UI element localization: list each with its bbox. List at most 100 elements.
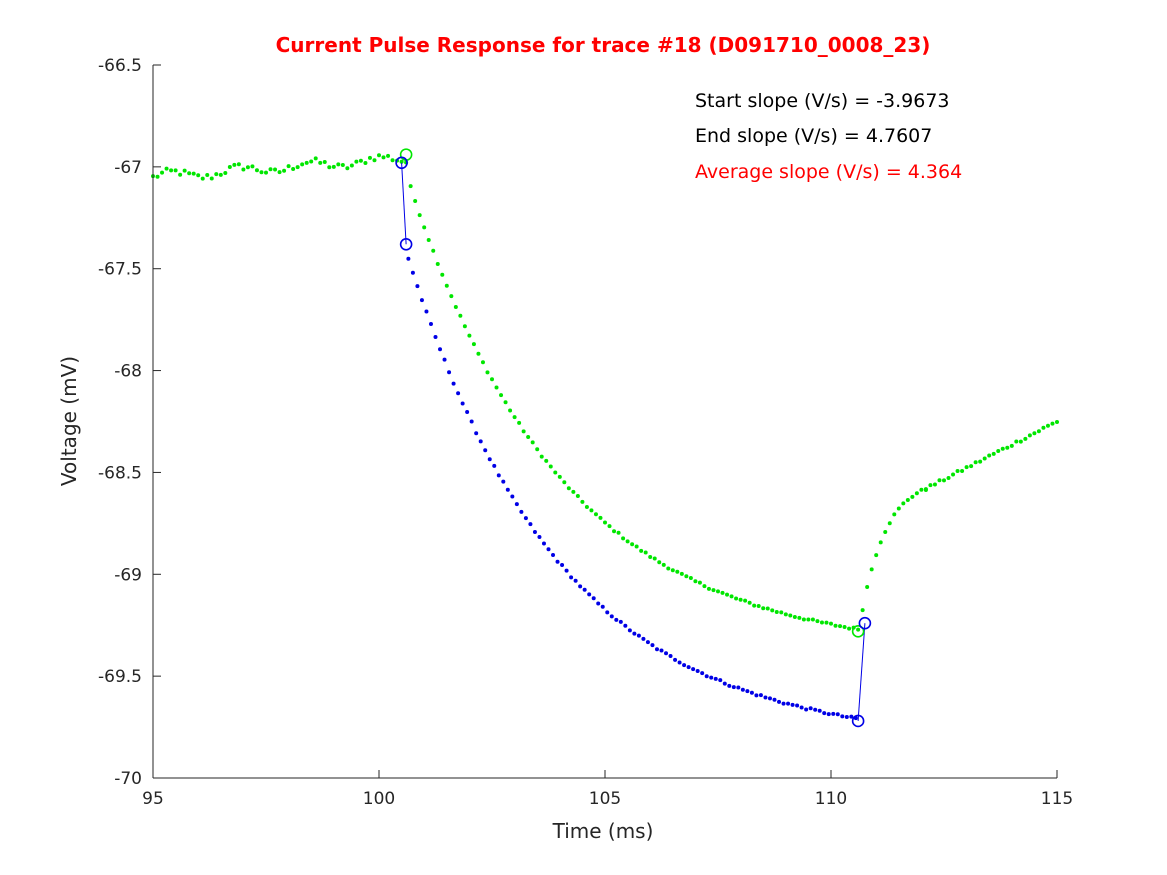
- data-point-s0: [842, 625, 847, 629]
- data-point-s0: [711, 588, 716, 593]
- data-point-s0: [467, 333, 472, 338]
- data-point-s0: [1000, 446, 1005, 451]
- annotation-start-slope: Start slope (V/s) = -3.9673: [695, 90, 950, 112]
- data-point-s1: [709, 675, 714, 680]
- data-point-s0: [367, 155, 372, 160]
- data-point-s1: [795, 703, 800, 708]
- data-point-s1: [564, 568, 569, 573]
- data-point-s0: [580, 499, 585, 504]
- data-point-s1: [767, 696, 772, 701]
- annotation-average-slope: Average slope (V/s) = 4.364: [695, 161, 962, 183]
- data-point-s0: [349, 163, 354, 168]
- data-point-s0: [422, 225, 427, 230]
- data-point-s0: [838, 624, 843, 629]
- data-point-s1: [844, 715, 849, 719]
- data-point-s0: [336, 162, 341, 167]
- data-point-s0: [1023, 436, 1028, 441]
- data-point-s0: [1032, 431, 1037, 436]
- data-point-s1: [442, 357, 447, 362]
- data-point-s1: [523, 516, 528, 521]
- data-point-s0: [494, 385, 499, 390]
- data-point-s0: [363, 161, 368, 166]
- x-tick-label-4: 115: [1041, 789, 1073, 809]
- data-point-s1: [664, 651, 669, 656]
- data-point-s0: [300, 162, 305, 167]
- data-point-s0: [815, 619, 820, 624]
- data-point-s0: [462, 324, 467, 329]
- slope-markers: [395, 148, 872, 728]
- data-point-s0: [499, 393, 504, 398]
- data-point-s0: [747, 600, 752, 605]
- data-point-s0: [607, 524, 612, 529]
- data-point-s1: [582, 587, 587, 592]
- y-tick-label-5: -67.5: [98, 260, 142, 280]
- data-point-s0: [788, 613, 793, 618]
- data-point-s0: [806, 617, 811, 622]
- data-point-s0: [291, 166, 296, 171]
- data-point-s0: [896, 506, 901, 511]
- data-point-s0: [273, 167, 278, 172]
- data-point-s0: [679, 571, 684, 576]
- data-point-s0: [173, 168, 178, 173]
- data-point-s0: [340, 163, 345, 167]
- data-point-s0: [612, 529, 617, 534]
- data-point-s0: [670, 568, 675, 573]
- data-point-s1: [700, 671, 705, 676]
- data-point-s0: [752, 603, 757, 608]
- x-axis-label: Time (ms): [552, 819, 654, 843]
- data-point-s0: [209, 176, 214, 181]
- data-point-s0: [571, 489, 576, 494]
- data-point-s1: [772, 697, 777, 702]
- data-point-s1: [727, 683, 732, 688]
- data-point-s0: [702, 584, 707, 589]
- data-point-s0: [847, 626, 852, 631]
- data-point-s0: [639, 548, 644, 553]
- data-point-s0: [652, 556, 657, 561]
- data-point-s0: [458, 313, 463, 318]
- data-point-s0: [1018, 439, 1023, 444]
- data-point-s1: [627, 628, 632, 633]
- data-point-s0: [657, 560, 662, 565]
- data-point-s0: [991, 451, 996, 456]
- data-point-s0: [254, 168, 259, 173]
- data-point-s0: [562, 480, 567, 485]
- data-point-s1: [623, 623, 628, 628]
- data-point-s1: [478, 439, 483, 444]
- data-point-s1: [840, 714, 845, 719]
- data-point-s1: [505, 487, 510, 492]
- data-point-s1: [605, 610, 610, 615]
- data-point-s0: [973, 460, 978, 465]
- y-tick-label-2: -69: [114, 565, 142, 585]
- data-point-s0: [661, 562, 666, 567]
- data-point-s0: [250, 164, 255, 169]
- data-point-s0: [865, 584, 870, 589]
- data-point-s0: [544, 458, 549, 463]
- data-point-s1: [438, 347, 443, 352]
- data-point-s0: [530, 440, 535, 445]
- data-point-s1: [641, 636, 646, 641]
- data-point-s1: [645, 640, 650, 645]
- data-point-s0: [557, 474, 562, 479]
- data-point-s1: [636, 633, 641, 638]
- data-point-s0: [598, 515, 603, 520]
- data-point-s1: [573, 578, 578, 583]
- data-point-s0: [354, 159, 359, 164]
- data-point-s0: [399, 159, 404, 164]
- chart-title: Current Pulse Response for trace #18 (D0…: [276, 33, 931, 57]
- data-point-s0: [372, 158, 377, 163]
- data-point-s1: [808, 706, 813, 711]
- data-point-s0: [304, 160, 309, 165]
- data-point-s0: [675, 569, 680, 574]
- data-point-s0: [277, 170, 282, 175]
- data-point-s1: [758, 693, 763, 698]
- data-point-s0: [616, 530, 621, 535]
- data-point-s0: [928, 483, 933, 488]
- data-point-s1: [831, 711, 836, 716]
- data-point-s0: [779, 610, 784, 615]
- data-point-s0: [431, 248, 436, 253]
- data-point-s0: [1027, 433, 1032, 438]
- slope-line-1: [857, 623, 866, 721]
- data-point-s0: [453, 305, 458, 310]
- data-point-s0: [738, 597, 743, 602]
- data-point-s1: [781, 701, 786, 706]
